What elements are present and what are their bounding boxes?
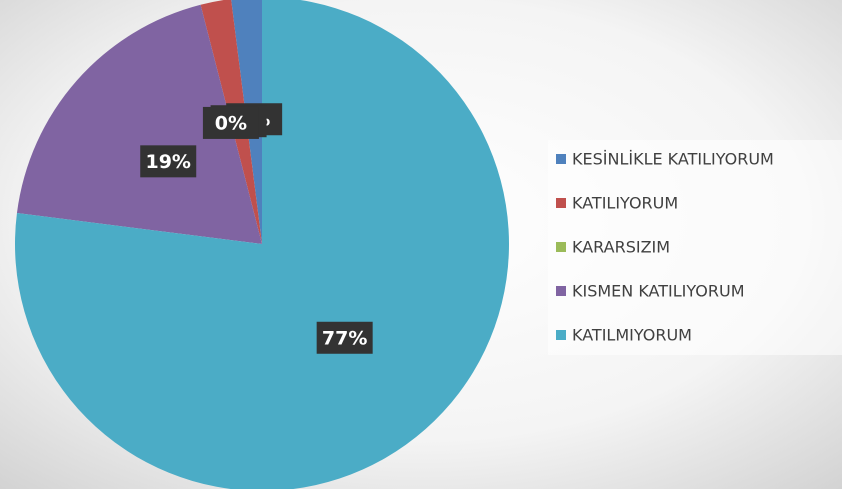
data-label-box [140, 145, 197, 178]
data-label: 19% [145, 151, 190, 173]
data-label: 77% [322, 327, 367, 349]
legend-label: KATILMIYORUM [572, 326, 692, 345]
slice [16, 4, 263, 244]
data-label: 0% [215, 112, 247, 134]
legend-marker [556, 286, 566, 296]
slice [15, 0, 509, 489]
legend-label: KARARSIZIM [572, 238, 670, 257]
legend-label: KESİNLİKLE KATILIYORUM [572, 150, 774, 169]
legend-marker [556, 330, 566, 340]
legend-marker [556, 242, 566, 252]
data-label-box [316, 321, 373, 354]
legend-marker [556, 154, 566, 164]
legend-label: KATILIYORUM [572, 194, 678, 213]
legend-box [548, 140, 842, 355]
legend-label: KISMEN KATILIYORUM [572, 282, 745, 301]
legend-marker [556, 198, 566, 208]
data-label-box [202, 106, 259, 139]
